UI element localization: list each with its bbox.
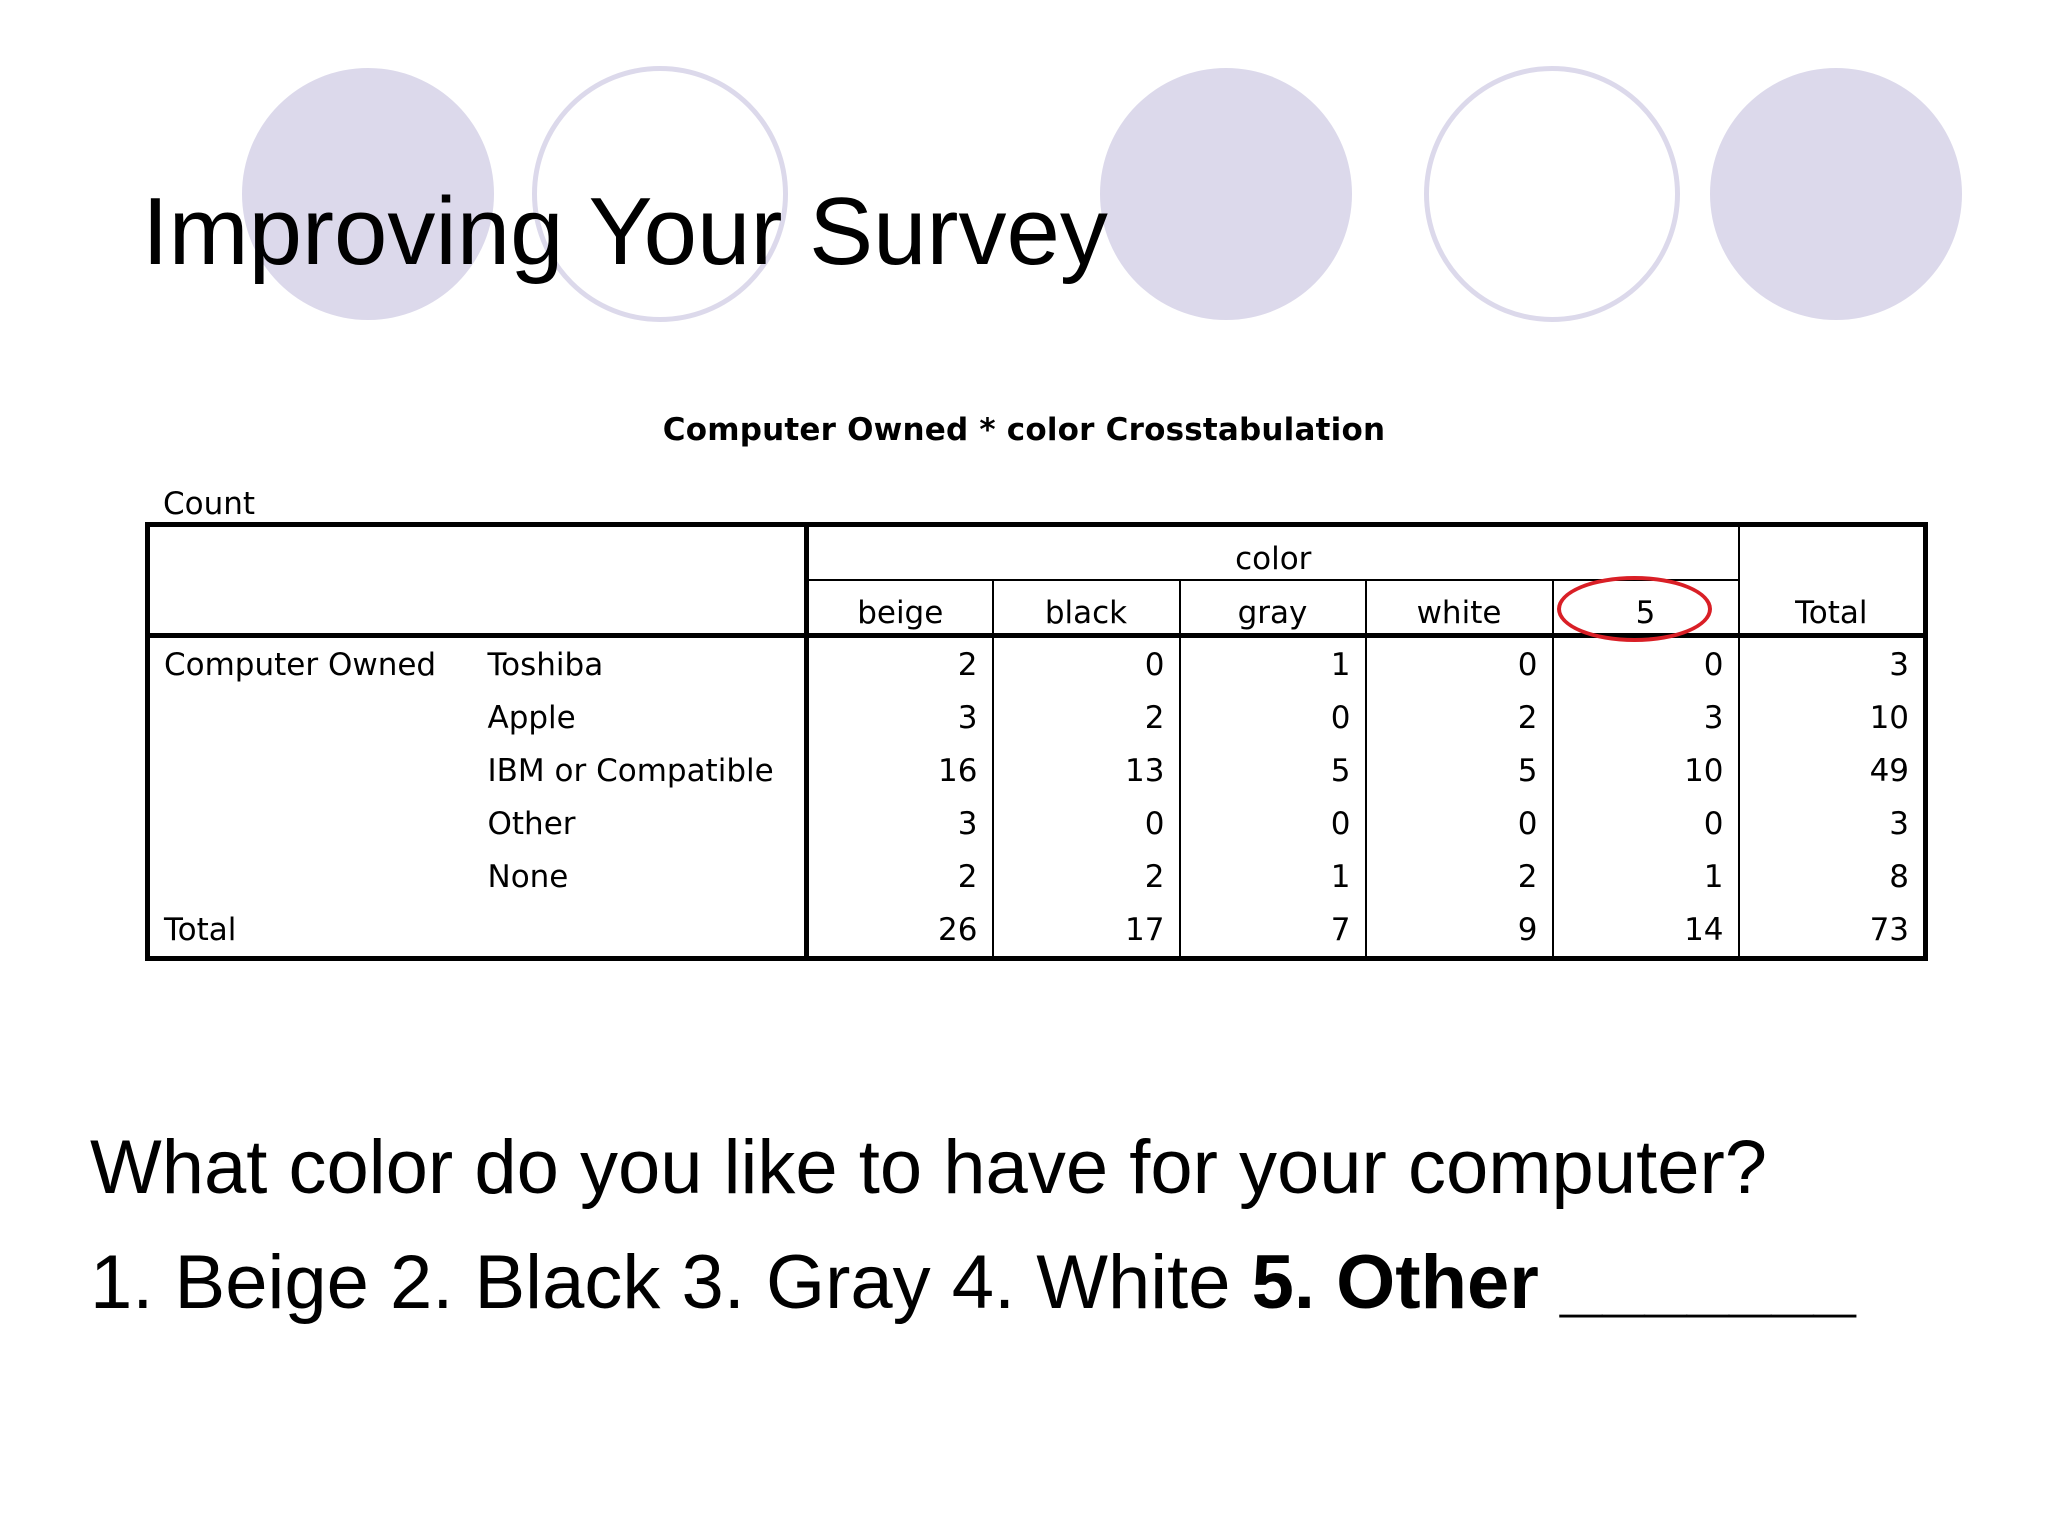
column-group-header: color (806, 524, 1740, 581)
table-row: IBM or Compatible 16 13 5 5 10 49 (148, 744, 1926, 797)
total-cell: 7 (1179, 903, 1367, 959)
row-total: 8 (1889, 858, 1910, 895)
corner-cell (147, 524, 809, 638)
table-row: Other 3 0 0 0 0 3 (148, 797, 1926, 850)
total-column-header: Total (1738, 524, 1926, 638)
total-cell: 26 (806, 903, 994, 959)
crosstab-title: Computer Owned * color Crosstabulation (662, 412, 1386, 448)
total-cell: 14 (1552, 903, 1740, 959)
row-total: 49 (1869, 752, 1910, 789)
table-cell: 2 (1365, 850, 1554, 903)
column-header: black (992, 580, 1181, 638)
table-cell: 2 (806, 635, 994, 691)
row-label: Other (473, 797, 809, 850)
decorative-circle-3 (1710, 68, 1962, 320)
table-cell: 1 (1552, 850, 1740, 903)
table-cell: 3 (806, 797, 994, 850)
table-row: Apple 3 2 0 2 3 10 (148, 691, 1926, 744)
table-cell: 1 (1179, 635, 1367, 691)
total-cell: 17 (992, 903, 1181, 959)
option-other-blank: 5. Other _______ (1251, 1240, 1856, 1325)
row-total: 10 (1869, 699, 1910, 736)
header-row-group: color Total (147, 524, 1926, 638)
table-cell: 10 (1552, 744, 1740, 797)
row-total: 3 (1889, 646, 1910, 683)
table-row: Computer Owned Toshiba 2 0 1 0 0 3 (148, 635, 1926, 691)
table-cell: 16 (806, 744, 994, 797)
grand-total: 73 (1869, 911, 1910, 948)
table-cell: 3 (806, 691, 994, 744)
table-cell: 0 (1365, 635, 1554, 691)
table-cell: 0 (1552, 797, 1740, 850)
table-cell: 3 (1552, 691, 1740, 744)
table-cell: 0 (1365, 797, 1554, 850)
row-total: 3 (1889, 805, 1910, 842)
table-cell: 0 (992, 797, 1181, 850)
row-label: Toshiba (473, 635, 809, 691)
slide-title: Improving Your Survey (142, 178, 1108, 285)
count-label: Count (163, 486, 256, 522)
column-header: gray (1179, 580, 1367, 638)
total-row-label: Total (164, 911, 237, 948)
row-label: IBM or Compatible (473, 744, 809, 797)
table-cell: 1 (1179, 850, 1367, 903)
decorative-ring-1 (532, 66, 788, 322)
crosstab-table: color Total beige black gray white 5 Com… (145, 522, 1929, 961)
options-plain: 1. Beige 2. Black 3. Gray 4. White (90, 1240, 1252, 1325)
table-cell: 0 (1552, 635, 1740, 691)
survey-options: 1. Beige 2. Black 3. Gray 4. White 5. Ot… (90, 1233, 1856, 1333)
column-header: beige (806, 580, 994, 638)
table-cell: 2 (992, 691, 1181, 744)
total-row: Total 26 17 7 9 14 73 (148, 903, 1926, 959)
table-cell: 0 (1179, 691, 1367, 744)
row-label: None (473, 850, 809, 903)
survey-question: What color do you like to have for your … (90, 1125, 1768, 1210)
table-cell: 5 (1179, 744, 1367, 797)
decorative-ring-2 (1424, 66, 1680, 322)
decorative-circle-1 (242, 68, 494, 320)
table-cell: 13 (992, 744, 1181, 797)
table-cell: 2 (992, 850, 1181, 903)
table-cell: 5 (1365, 744, 1554, 797)
column-header: white (1365, 580, 1554, 638)
row-label: Apple (473, 691, 809, 744)
highlight-ellipse (1557, 576, 1712, 642)
row-group-label: Computer Owned (164, 646, 437, 683)
table-cell: 0 (1179, 797, 1367, 850)
table-cell: 2 (1365, 691, 1554, 744)
table-row: None 2 2 1 2 1 8 (148, 850, 1926, 903)
table-cell: 0 (992, 635, 1181, 691)
decorative-circle-2 (1100, 68, 1352, 320)
total-cell: 9 (1365, 903, 1554, 959)
table-cell: 2 (806, 850, 994, 903)
